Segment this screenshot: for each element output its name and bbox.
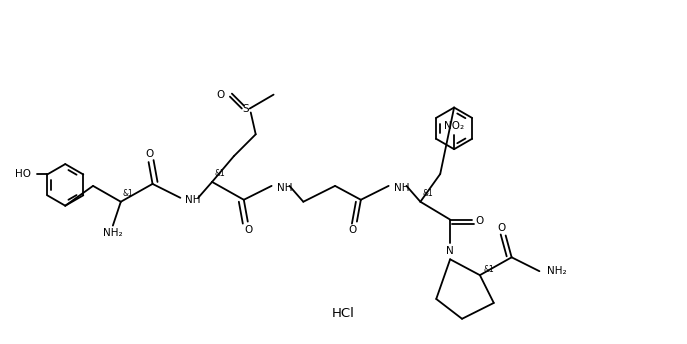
Text: NH: NH [394, 183, 409, 193]
Text: O: O [146, 149, 154, 159]
Text: &1: &1 [214, 170, 225, 179]
Text: &1: &1 [484, 265, 495, 274]
Text: HCl: HCl [332, 307, 354, 320]
Text: &1: &1 [423, 189, 433, 198]
Text: O: O [349, 225, 357, 235]
Text: NH₂: NH₂ [103, 228, 123, 238]
Text: O: O [217, 90, 225, 100]
Text: S: S [243, 104, 249, 114]
Text: N: N [447, 246, 454, 256]
Text: NO₂: NO₂ [444, 121, 464, 131]
Text: HO: HO [15, 170, 32, 180]
Text: NH: NH [277, 183, 292, 193]
Text: NH₂: NH₂ [548, 266, 567, 276]
Text: O: O [476, 216, 484, 226]
Text: NH: NH [185, 195, 201, 205]
Text: O: O [245, 225, 253, 235]
Text: O: O [497, 223, 506, 233]
Text: &1: &1 [123, 189, 133, 198]
